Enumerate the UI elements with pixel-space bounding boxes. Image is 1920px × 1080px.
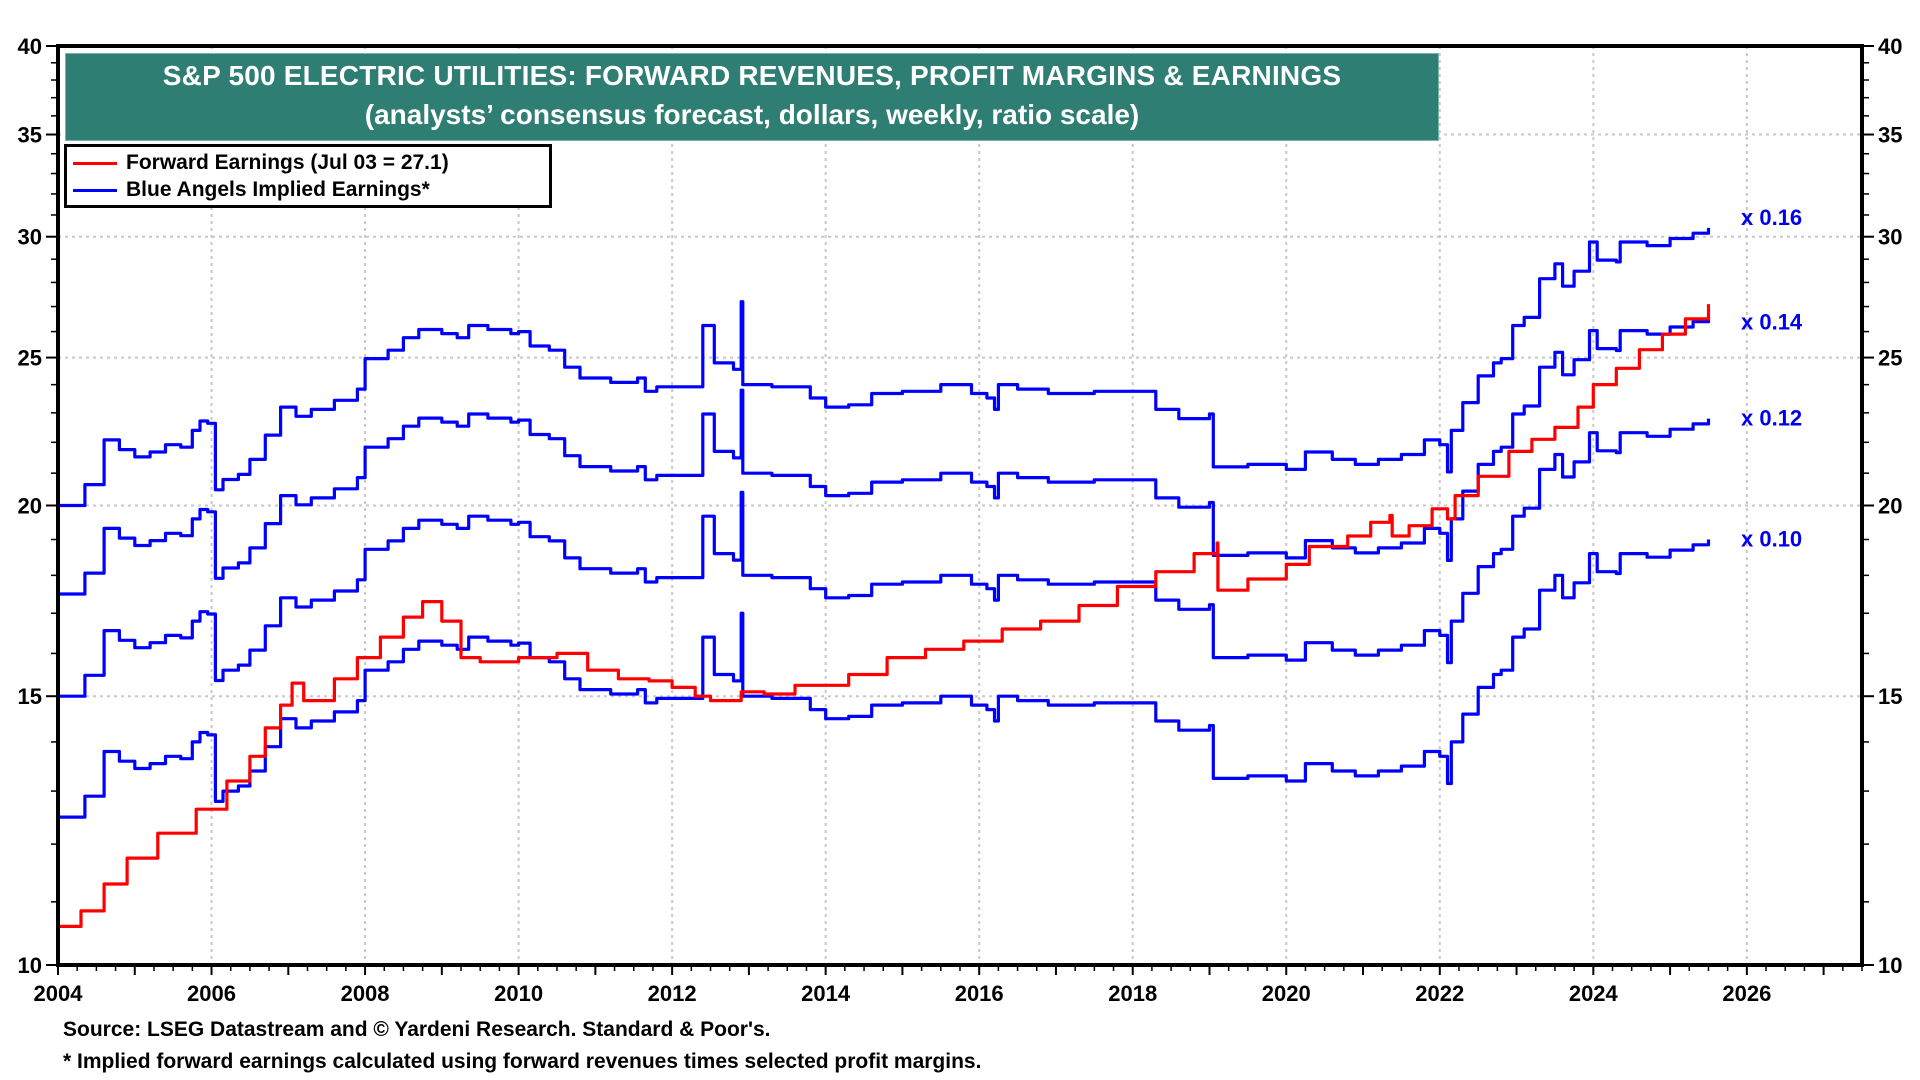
- margin-annotations: x 0.16 x 0.14 x 0.12 x 0.10: [1741, 205, 1803, 552]
- x-tick-label: 2024: [1569, 981, 1619, 1006]
- y-tick-label-left: 35: [18, 123, 42, 148]
- x-tick-label: 2014: [801, 981, 851, 1006]
- x-tick-label: 2016: [955, 981, 1004, 1006]
- source-note: Source: LSEG Datastream and © Yardeni Re…: [63, 1018, 771, 1041]
- margin-label: x 0.12: [1741, 406, 1802, 431]
- x-tick-label: 2018: [1108, 981, 1157, 1006]
- chart-title: S&P 500 ELECTRIC UTILITIES: FORWARD REVE…: [162, 60, 1342, 91]
- series-line-implied-0-12: [58, 418, 1711, 698]
- y-tick-label-right: 15: [1878, 684, 1902, 709]
- x-tick-label: 2008: [341, 981, 390, 1006]
- margin-label: x 0.16: [1741, 205, 1802, 230]
- grid-lines: [57, 46, 1862, 965]
- series-line-forward-earnings: [58, 304, 1711, 928]
- x-tick-label: 2012: [648, 981, 697, 1006]
- y-tick-label-left: 30: [18, 225, 42, 250]
- legend-item-forward-earnings: Forward Earnings (Jul 03 = 27.1): [73, 150, 449, 176]
- margin-label: x 0.10: [1741, 527, 1802, 552]
- y-tick-label-left: 25: [18, 346, 42, 371]
- x-tick-label: 2026: [1722, 981, 1771, 1006]
- legend-label: Blue Angels Implied Earnings*: [126, 178, 430, 201]
- y-tick-label-left: 15: [18, 684, 42, 709]
- x-tick-label: 2004: [34, 981, 84, 1006]
- y-tick-label-left: 40: [18, 34, 42, 59]
- y-axis-right: 10 15 20 25 30 35 40: [1862, 34, 1902, 978]
- y-tick-label-right: 35: [1878, 123, 1902, 148]
- legend-item-implied-earnings: Blue Angels Implied Earnings*: [73, 177, 430, 203]
- x-tick-label: 2010: [494, 981, 543, 1006]
- x-tick-label: 2006: [187, 981, 236, 1006]
- legend-swatch-red: [73, 161, 117, 165]
- legend-swatch-blue: [73, 188, 117, 192]
- y-tick-label-right: 10: [1878, 953, 1902, 978]
- y-tick-label-right: 40: [1878, 34, 1902, 59]
- series-line-implied-0-1: [58, 539, 1711, 819]
- legend: Forward Earnings (Jul 03 = 27.1) Blue An…: [64, 144, 552, 208]
- series-layer: [58, 227, 1711, 928]
- y-tick-label-left: 10: [18, 953, 42, 978]
- x-tick-label: 2022: [1415, 981, 1464, 1006]
- chart-subtitle: (analysts’ consensus forecast, dollars, …: [364, 99, 1140, 130]
- series-line-implied-0-14: [58, 316, 1711, 596]
- x-tick-label: 2020: [1262, 981, 1311, 1006]
- y-tick-label-left: 20: [18, 494, 42, 519]
- margin-label: x 0.14: [1741, 309, 1803, 334]
- y-tick-label-right: 25: [1878, 346, 1902, 371]
- y-axis-left: 10 15 20 25 30 35 40: [18, 34, 58, 978]
- legend-label: Forward Earnings (Jul 03 = 27.1): [126, 151, 449, 174]
- y-tick-label-right: 30: [1878, 225, 1902, 250]
- x-axis: 2004 2006 2008 2010 2012 2014 2016 2018 2020 2022…: [34, 965, 1863, 1006]
- y-tick-label-right: 20: [1878, 494, 1902, 519]
- series-line-implied-0-16: [58, 227, 1711, 508]
- footnote: * Implied forward earnings calculated us…: [63, 1050, 982, 1073]
- chart-title-banner: S&P 500 ELECTRIC UTILITIES: FORWARD REVE…: [65, 53, 1439, 141]
